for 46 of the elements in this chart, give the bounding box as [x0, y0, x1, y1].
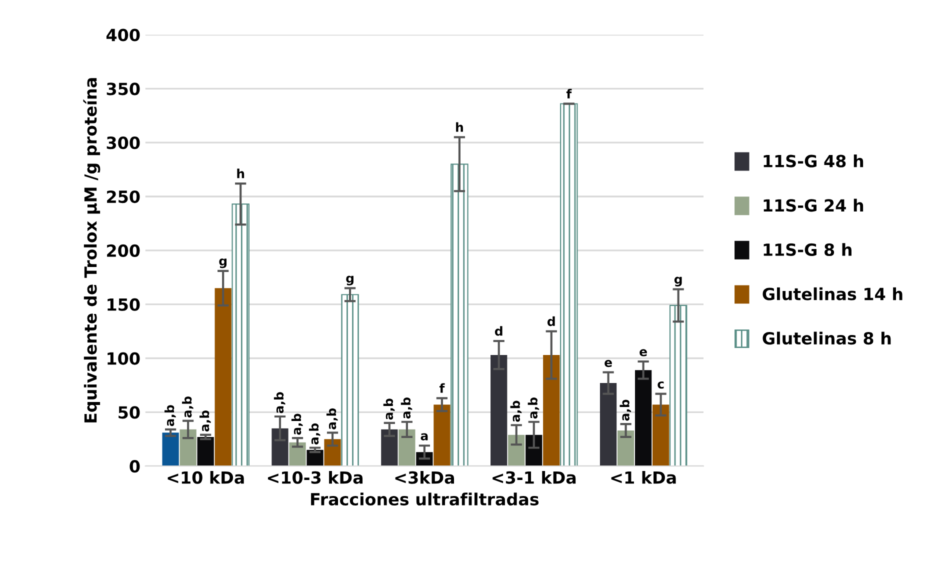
- legend-label: 11S-G 8 h: [764, 243, 852, 256]
- data-label: a,b: [182, 396, 194, 418]
- data-label: a,b: [528, 398, 540, 419]
- data-label: f: [439, 383, 445, 393]
- x-tick-label: <3-1 kDa: [492, 470, 576, 484]
- data-label: h: [237, 168, 244, 178]
- data-label: a,b: [308, 423, 320, 444]
- data-label: a: [420, 433, 428, 440]
- data-label: a,b: [274, 392, 286, 414]
- data-label: a,b: [291, 414, 303, 435]
- legend-label: Glutelinas 14 h: [762, 287, 902, 300]
- data-label: g: [674, 276, 682, 286]
- x-axis-title: Fracciones ultrafiltradas: [311, 492, 539, 506]
- data-label: a,b: [200, 410, 211, 432]
- data-label: c: [658, 381, 664, 389]
- x-tick-label: <1 kDa: [611, 470, 676, 484]
- x-tick-label: <3kDa: [395, 470, 454, 484]
- legend-label: Glutelinas 8 h: [762, 332, 891, 345]
- data-label: d: [547, 316, 555, 326]
- data-label: a,b: [620, 400, 632, 421]
- x-tick-label: <10 kDa: [168, 470, 244, 484]
- data-label: a,b: [326, 408, 338, 430]
- y-tick-label: 400: [106, 28, 140, 42]
- y-tick-label: 300: [106, 136, 140, 150]
- data-label: d: [494, 326, 502, 336]
- data-label: a,b: [510, 400, 522, 422]
- y-tick-label: 0: [130, 460, 140, 473]
- data-label: a,b: [164, 405, 176, 426]
- y-tick-label: 150: [108, 298, 140, 311]
- y-tick-label: 100: [108, 352, 140, 365]
- data-label: a,b: [400, 398, 412, 419]
- legend-label: 11S-G 24 h: [764, 198, 864, 212]
- data-label: e: [640, 349, 647, 356]
- y-tick-label: 200: [107, 244, 140, 257]
- data-label: e: [604, 360, 612, 368]
- y-tick-label: 50: [118, 406, 140, 419]
- data-label: h: [456, 122, 463, 132]
- data-label: g: [346, 276, 354, 286]
- y-tick-label: 350: [106, 82, 140, 96]
- data-label: g: [219, 258, 227, 268]
- x-tick-label: <10-3 kDa: [268, 470, 363, 484]
- data-label: a,b: [383, 398, 395, 420]
- legend-label: 11S-G 48 h: [764, 154, 864, 168]
- data-label: f: [566, 88, 572, 98]
- y-axis-title: Equivalente de Trolox µM /g proteína: [83, 78, 100, 422]
- y-tick-label: 250: [107, 190, 140, 204]
